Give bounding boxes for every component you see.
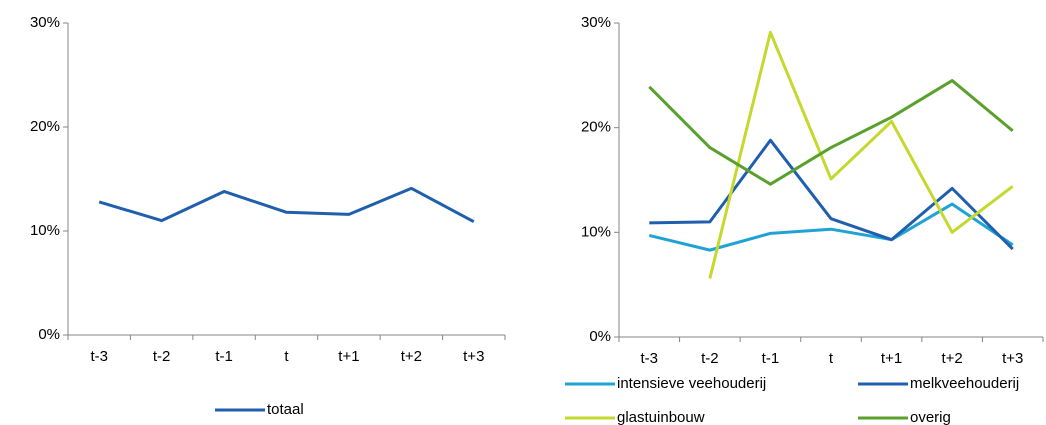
y-tick-label: 20% [581,119,611,136]
y-tick-label: 10% [30,222,60,239]
y-tick-label: 30% [30,14,60,31]
series-line [649,138,1014,251]
legend-label: overig [910,409,951,425]
y-tick-label: 10% [581,223,611,240]
series-line [98,186,475,223]
x-tick-label: t-1 [215,348,233,365]
y-tick-label: 20% [30,118,60,135]
x-tick-label: t-2 [153,348,171,365]
x-tick-label: t+2 [401,348,422,365]
series-line [648,79,1014,186]
x-tick-label: t+1 [338,348,359,365]
x-tick-label: t [829,350,834,367]
legend-label: intensieve veehouderij [617,375,766,392]
x-tick-label: t-1 [762,350,780,367]
legend-label: glastuinbouw [617,409,705,425]
x-tick-label: t-3 [641,350,659,367]
series-line [648,202,1014,252]
legend-label: melkveehouderij [910,375,1019,392]
x-tick-label: t-2 [701,350,719,367]
x-tick-label: t+2 [942,350,963,367]
x-tick-label: t+1 [881,350,902,367]
legend-label: totaal [267,401,304,418]
y-tick-label: 0% [38,326,60,343]
x-tick-label: t-3 [90,348,108,365]
y-tick-label: 0% [589,328,611,345]
x-tick-label: t+3 [1002,350,1023,367]
x-tick-label: t+3 [463,348,484,365]
series-line [708,30,1014,279]
y-tick-label: 30% [581,14,611,31]
x-tick-label: t [284,348,289,365]
